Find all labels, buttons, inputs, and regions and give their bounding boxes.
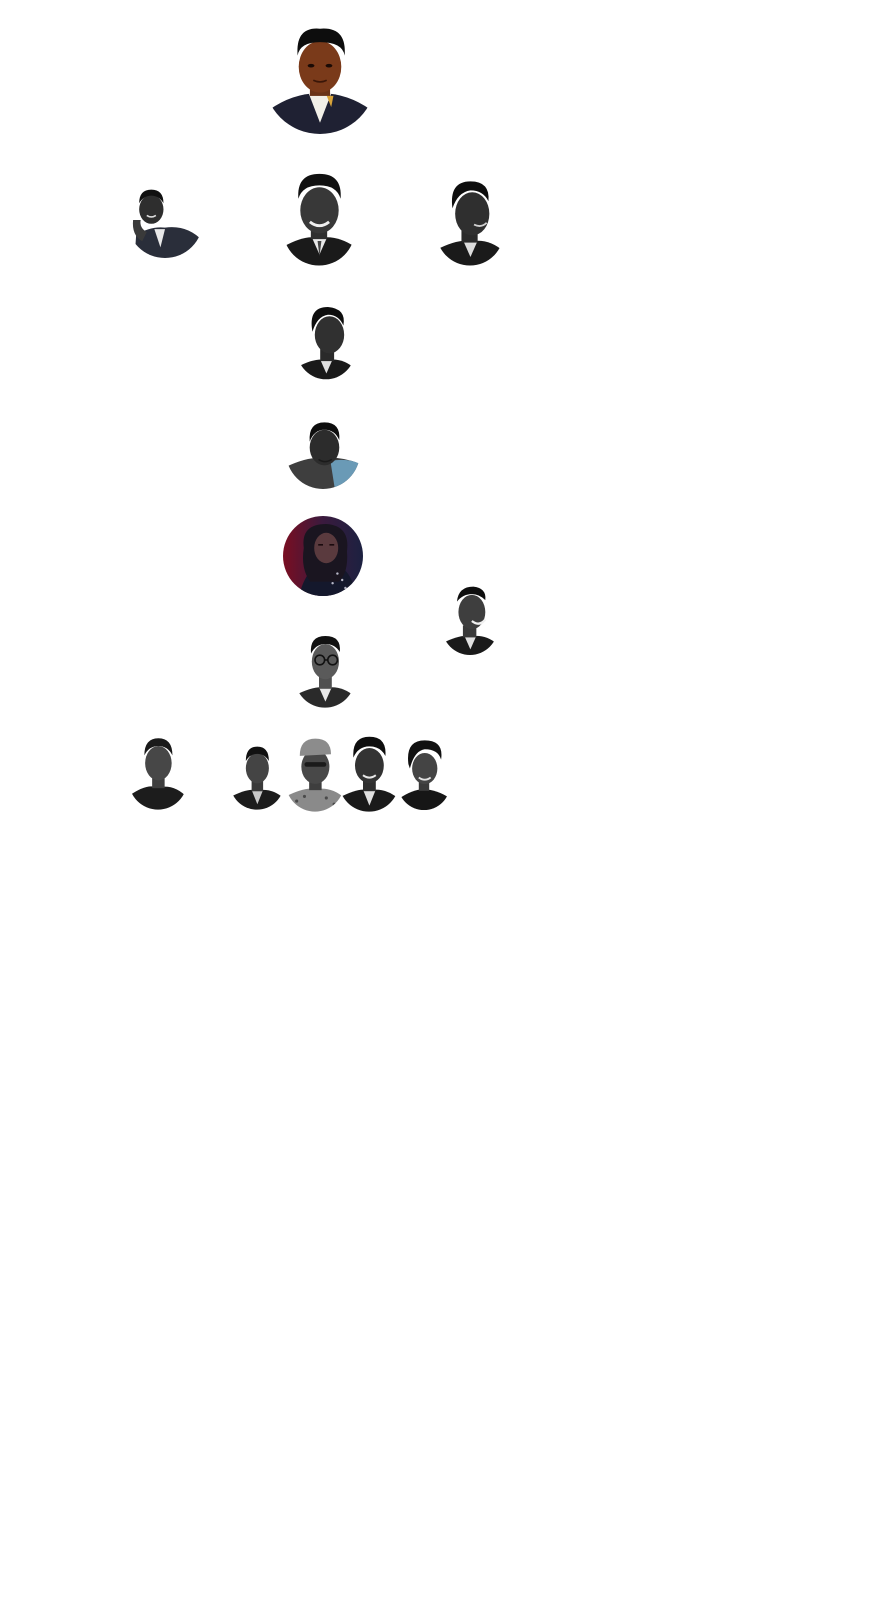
team-member-avatar-bottom-group-1[interactable] [226,738,288,810]
person-portrait-icon [297,302,355,380]
person-portrait-icon [398,735,450,811]
team-member-avatar-center-branch[interactable] [283,170,355,266]
team-member-avatar-left-branch[interactable] [127,182,203,258]
team-member-avatar-center-tier-5[interactable] [283,516,363,596]
team-member-avatar-bottom-left[interactable] [127,732,189,810]
person-portrait-icon [230,738,284,810]
person-portrait-icon [128,732,188,810]
person-portrait-icon [339,732,399,812]
person-portrait-icon [295,628,355,708]
team-member-avatar-center-tier-6[interactable] [293,628,357,708]
person-portrait-icon [127,182,203,258]
team-member-avatar-right-tier-5[interactable] [442,580,498,656]
person-portrait-icon [283,170,355,266]
team-member-avatar-bottom-group-3[interactable] [338,732,400,812]
team-member-avatar-right-branch[interactable] [436,176,504,266]
person-portrait-icon [285,734,345,812]
person-portrait-icon [442,580,498,655]
team-member-avatar-bottom-group-4[interactable] [398,734,450,812]
person-portrait-icon [436,176,504,266]
team-member-avatar-center-tier-4[interactable] [286,414,360,490]
person-portrait-icon [283,516,363,596]
person-portrait-icon [286,415,360,489]
team-member-avatar-bottom-group-2[interactable] [283,734,347,812]
team-member-avatar-lead[interactable] [264,22,376,134]
team-member-avatar-center-tier-3[interactable] [297,302,355,380]
person-portrait-icon [264,22,376,134]
